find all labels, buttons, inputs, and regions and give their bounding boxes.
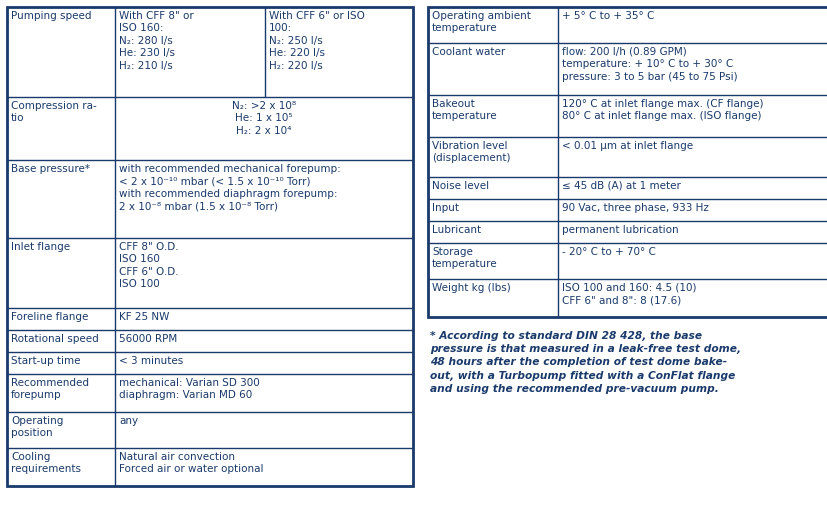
Text: Inlet flange: Inlet flange [11, 242, 70, 252]
Text: 56000 RPM: 56000 RPM [119, 334, 177, 344]
Text: Foreline flange: Foreline flange [11, 312, 88, 322]
Text: Weight kg (lbs): Weight kg (lbs) [432, 283, 510, 293]
Text: Operating
position: Operating position [11, 416, 64, 438]
Text: Coolant water: Coolant water [432, 47, 504, 57]
Text: Start-up time: Start-up time [11, 356, 80, 366]
Text: Base pressure*: Base pressure* [11, 164, 90, 174]
Text: CFF 8" O.D.
ISO 160
CFF 6" O.D.
ISO 100: CFF 8" O.D. ISO 160 CFF 6" O.D. ISO 100 [119, 242, 179, 289]
Text: Bakeout
temperature: Bakeout temperature [432, 99, 497, 121]
Text: With CFF 8" or
ISO 160:
N₂: 280 l/s
He: 230 l/s
H₂: 210 l/s: With CFF 8" or ISO 160: N₂: 280 l/s He: … [119, 11, 194, 71]
Text: Cooling
requirements: Cooling requirements [11, 452, 81, 474]
Text: Pumping speed: Pumping speed [11, 11, 92, 21]
Text: permanent lubrication: permanent lubrication [562, 225, 678, 235]
Bar [428, 7, 827, 317]
Text: Noise level: Noise level [432, 181, 489, 191]
Text: Compression ra-
tio: Compression ra- tio [11, 101, 97, 124]
Bar [7, 7, 413, 486]
Text: any: any [119, 416, 138, 426]
Text: with recommended mechanical forepump:
< 2 x 10⁻¹⁰ mbar (< 1.5 x 10⁻¹⁰ Torr)
with: with recommended mechanical forepump: < … [119, 164, 341, 211]
Text: < 0.01 μm at inlet flange: < 0.01 μm at inlet flange [562, 141, 692, 151]
Text: Lubricant: Lubricant [432, 225, 480, 235]
Text: ISO 100 and 160: 4.5 (10)
CFF 6" and 8": 8 (17.6): ISO 100 and 160: 4.5 (10) CFF 6" and 8":… [562, 283, 696, 305]
Text: mechanical: Varian SD 300
diaphragm: Varian MD 60: mechanical: Varian SD 300 diaphragm: Var… [119, 378, 260, 400]
Text: + 5° C to + 35° C: + 5° C to + 35° C [562, 11, 653, 21]
Text: With CFF 6" or ISO
100:
N₂: 250 l/s
He: 220 l/s
H₂: 220 l/s: With CFF 6" or ISO 100: N₂: 250 l/s He: … [269, 11, 365, 71]
Text: * According to standard DIN 28 428, the base
pressure is that measured in a leak: * According to standard DIN 28 428, the … [429, 331, 740, 394]
Text: - 20° C to + 70° C: - 20° C to + 70° C [562, 247, 655, 257]
Text: Input: Input [432, 203, 458, 213]
Text: KF 25 NW: KF 25 NW [119, 312, 170, 322]
Text: Operating ambient
temperature: Operating ambient temperature [432, 11, 530, 33]
Text: 90 Vac, three phase, 933 Hz: 90 Vac, three phase, 933 Hz [562, 203, 708, 213]
Text: flow: 200 l/h (0.89 GPM)
temperature: + 10° C to + 30° C
pressure: 3 to 5 bar (4: flow: 200 l/h (0.89 GPM) temperature: + … [562, 47, 737, 82]
Text: Natural air convection
Forced air or water optional: Natural air convection Forced air or wat… [119, 452, 263, 474]
Text: Rotational speed: Rotational speed [11, 334, 98, 344]
Text: Recommended
forepump: Recommended forepump [11, 378, 88, 400]
Text: < 3 minutes: < 3 minutes [119, 356, 183, 366]
Text: ≤ 45 dB (A) at 1 meter: ≤ 45 dB (A) at 1 meter [562, 181, 680, 191]
Text: 120° C at inlet flange max. (CF flange)
80° C at inlet flange max. (ISO flange): 120° C at inlet flange max. (CF flange) … [562, 99, 762, 121]
Text: Storage
temperature: Storage temperature [432, 247, 497, 269]
Text: Vibration level
(displacement): Vibration level (displacement) [432, 141, 510, 163]
Text: N₂: >2 x 10⁸
He: 1 x 10⁵
H₂: 2 x 10⁴: N₂: >2 x 10⁸ He: 1 x 10⁵ H₂: 2 x 10⁴ [232, 101, 296, 136]
